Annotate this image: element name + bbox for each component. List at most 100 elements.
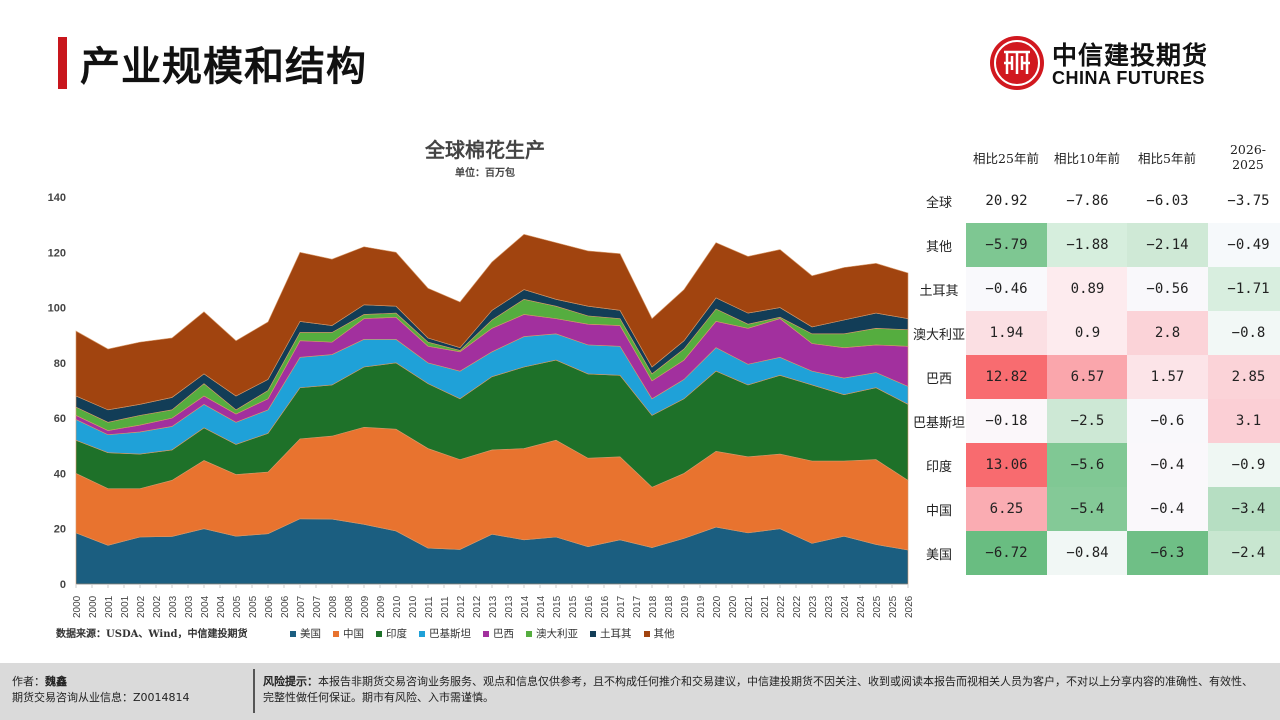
table-cell: −5.4 — [1047, 487, 1128, 531]
risk-disclaimer: 风险提示：本报告非期货交易咨询业务服务、观点和信息仅供参考，且不构成任何推介和交… — [263, 674, 1263, 706]
table-cell: 0.9 — [1047, 311, 1128, 355]
x-tick-label: 2006 — [280, 595, 291, 618]
x-tick-label: 2008 — [344, 595, 355, 618]
x-tick-label: 2004 — [216, 595, 227, 618]
area-layers — [75, 233, 909, 585]
x-tick-label: 2004 — [200, 595, 211, 618]
table-row-label: 全球 — [925, 195, 952, 211]
table-cell: −0.18 — [966, 399, 1047, 443]
x-tick-label: 2001 — [104, 595, 115, 618]
y-axis: 0 20 40 60 80 100 120 140 — [48, 192, 66, 591]
x-tick-label: 2015 — [552, 595, 563, 618]
y-tick-label: 140 — [48, 192, 66, 204]
table-cell: −0.9 — [1208, 443, 1280, 487]
table-cell: 3.1 — [1208, 399, 1280, 443]
legend-label: 其他 — [653, 628, 675, 640]
x-tick-label: 2012 — [472, 595, 483, 618]
legend-label: 巴基斯坦 — [429, 628, 471, 640]
x-tick-label: 2013 — [504, 595, 515, 618]
legend-label: 美国 — [300, 628, 321, 640]
table-cell: −3.75 — [1208, 179, 1280, 223]
table-cell: −0.49 — [1208, 223, 1280, 267]
x-tick-label: 2019 — [680, 595, 691, 618]
legend-swatch — [419, 630, 425, 637]
license-number: Z0014814 — [133, 691, 190, 704]
y-tick-label: 100 — [48, 303, 66, 315]
x-axis: 2000 2000 2001 2001 2002 2002 2003 2003 2004 2004… — [72, 584, 915, 618]
x-tick-label: 2005 — [232, 595, 243, 618]
table-cell: −6.03 — [1127, 179, 1208, 223]
legend-item: 美国 — [290, 626, 321, 641]
x-tick-label: 2016 — [584, 595, 595, 618]
table-cell: 6.57 — [1047, 355, 1128, 399]
x-tick-label: 2000 — [72, 595, 83, 618]
x-tick-label: 2009 — [376, 595, 387, 618]
x-tick-label: 2020 — [728, 595, 739, 618]
table-cell: −3.4 — [1208, 487, 1280, 531]
author-info: 作者：魏鑫 期货交易咨询从业信息：Z0014814 — [12, 674, 190, 706]
risk-label: 风险提示： — [263, 675, 318, 688]
legend-swatch — [526, 630, 532, 637]
legend-label: 土耳其 — [600, 628, 632, 640]
x-tick-label: 2007 — [312, 595, 323, 618]
table-row-label: 澳大利亚 — [912, 327, 965, 343]
y-tick-label: 20 — [54, 524, 66, 536]
x-tick-label: 2000 — [88, 595, 99, 618]
table-cell: −0.8 — [1208, 311, 1280, 355]
y-tick-label: 120 — [48, 247, 66, 259]
table-column-header: 相比10年前 — [1054, 150, 1120, 166]
legend-swatch — [643, 630, 650, 637]
table-cell: 6.25 — [966, 487, 1047, 531]
legend-label: 中国 — [343, 628, 364, 640]
legend-swatch — [376, 630, 382, 637]
x-tick-label: 2005 — [248, 595, 259, 618]
x-tick-label: 2026 — [904, 595, 915, 618]
table-cell: 1.57 — [1127, 355, 1208, 399]
table-cell: 2.8 — [1127, 311, 1208, 355]
x-tick-label: 2025 — [888, 595, 899, 618]
x-tick-label: 2014 — [536, 595, 547, 618]
x-tick-label: 2006 — [264, 595, 275, 618]
x-tick-label: 2009 — [360, 595, 371, 618]
x-tick-label: 2007 — [296, 595, 307, 618]
author-name: 魏鑫 — [45, 675, 67, 688]
table-cell: −6.72 — [966, 531, 1047, 575]
y-tick-label: 40 — [54, 468, 66, 480]
x-tick-label: 2022 — [776, 595, 787, 618]
x-tick-label: 2019 — [696, 595, 707, 618]
table-cell: 12.82 — [966, 355, 1047, 399]
table-cell: −5.6 — [1047, 443, 1128, 487]
legend-label: 印度 — [386, 628, 407, 640]
table-column-header: 相比25年前 — [973, 150, 1039, 166]
legend-swatch — [590, 630, 596, 637]
x-tick-label: 2013 — [488, 595, 499, 618]
table-cell: −0.84 — [1047, 531, 1128, 575]
table-cell: −2.5 — [1047, 399, 1128, 443]
x-tick-label: 2015 — [568, 595, 579, 618]
license-label: 期货交易咨询从业信息： — [12, 691, 133, 704]
x-tick-label: 2022 — [792, 595, 803, 618]
x-tick-label: 2001 — [120, 595, 131, 618]
risk-text: 本报告非期货交易咨询业务服务、观点和信息仅供参考，且不构成任何推介和交易建议，中… — [263, 675, 1253, 704]
x-tick-label: 2018 — [648, 595, 659, 618]
x-tick-label: 2008 — [328, 595, 339, 618]
x-tick-label: 2012 — [456, 595, 467, 618]
x-tick-label: 2010 — [408, 595, 419, 618]
legend-item: 中国 — [333, 626, 364, 641]
page-title: 产业规模和结构 — [80, 44, 367, 90]
x-tick-label: 2024 — [840, 595, 851, 618]
company-logo: 中信建投期货 CHINA FUTURES — [990, 36, 1240, 92]
table-row-label: 其他 — [925, 239, 952, 255]
x-tick-label: 2025 — [872, 595, 883, 618]
table-cell: 2.85 — [1208, 355, 1280, 399]
title-accent-bar — [58, 37, 67, 89]
x-tick-label: 2011 — [424, 596, 435, 618]
legend-item: 其他 — [643, 626, 675, 641]
table-cell: 1.94 — [966, 311, 1047, 355]
x-tick-label: 2003 — [184, 595, 195, 618]
logo-english-name: CHINA FUTURES — [1052, 68, 1205, 88]
legend-item: 印度 — [376, 626, 407, 641]
y-tick-label: 60 — [54, 413, 66, 425]
x-tick-label: 2021 — [744, 595, 755, 618]
legend-swatch — [333, 630, 339, 637]
